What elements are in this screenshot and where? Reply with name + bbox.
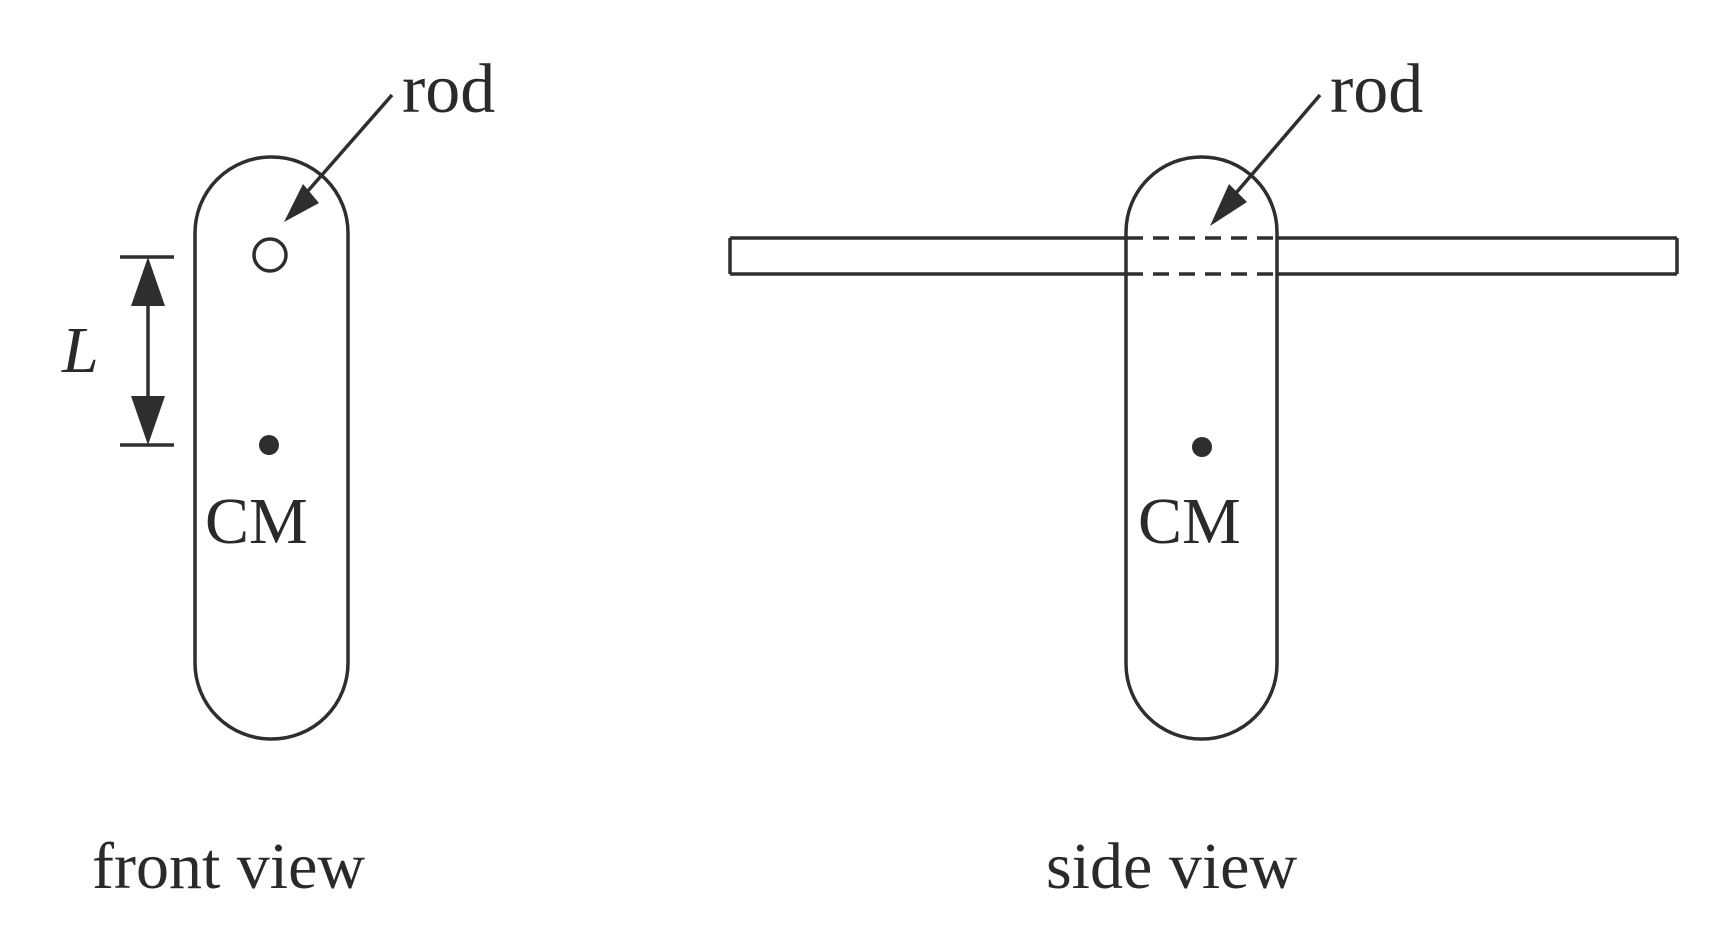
side-view: rod CM side view	[728, 51, 1679, 903]
side-rod-pointer-line	[1228, 93, 1322, 202]
front-cm-dot	[259, 435, 279, 455]
front-view: rod CM L front view	[61, 51, 495, 903]
front-rod-label: rod	[402, 51, 495, 128]
length-label: L	[61, 314, 99, 387]
side-object-outline	[1124, 155, 1279, 741]
front-rod-pointer-head	[284, 184, 319, 222]
front-cm-label: CM	[205, 485, 308, 558]
length-arrow-up-icon	[131, 257, 165, 306]
side-rod-pointer-head	[1210, 184, 1247, 226]
front-rod-pointer-line	[298, 93, 394, 202]
side-rod-label: rod	[1330, 51, 1423, 128]
length-arrow-down-icon	[131, 396, 165, 445]
side-cm-dot	[1192, 437, 1212, 457]
front-object-outline	[193, 155, 350, 741]
front-view-caption: front view	[92, 830, 365, 903]
front-rod-hole	[252, 237, 288, 273]
side-view-caption: side view	[1046, 830, 1297, 903]
side-cm-label: CM	[1138, 485, 1241, 558]
